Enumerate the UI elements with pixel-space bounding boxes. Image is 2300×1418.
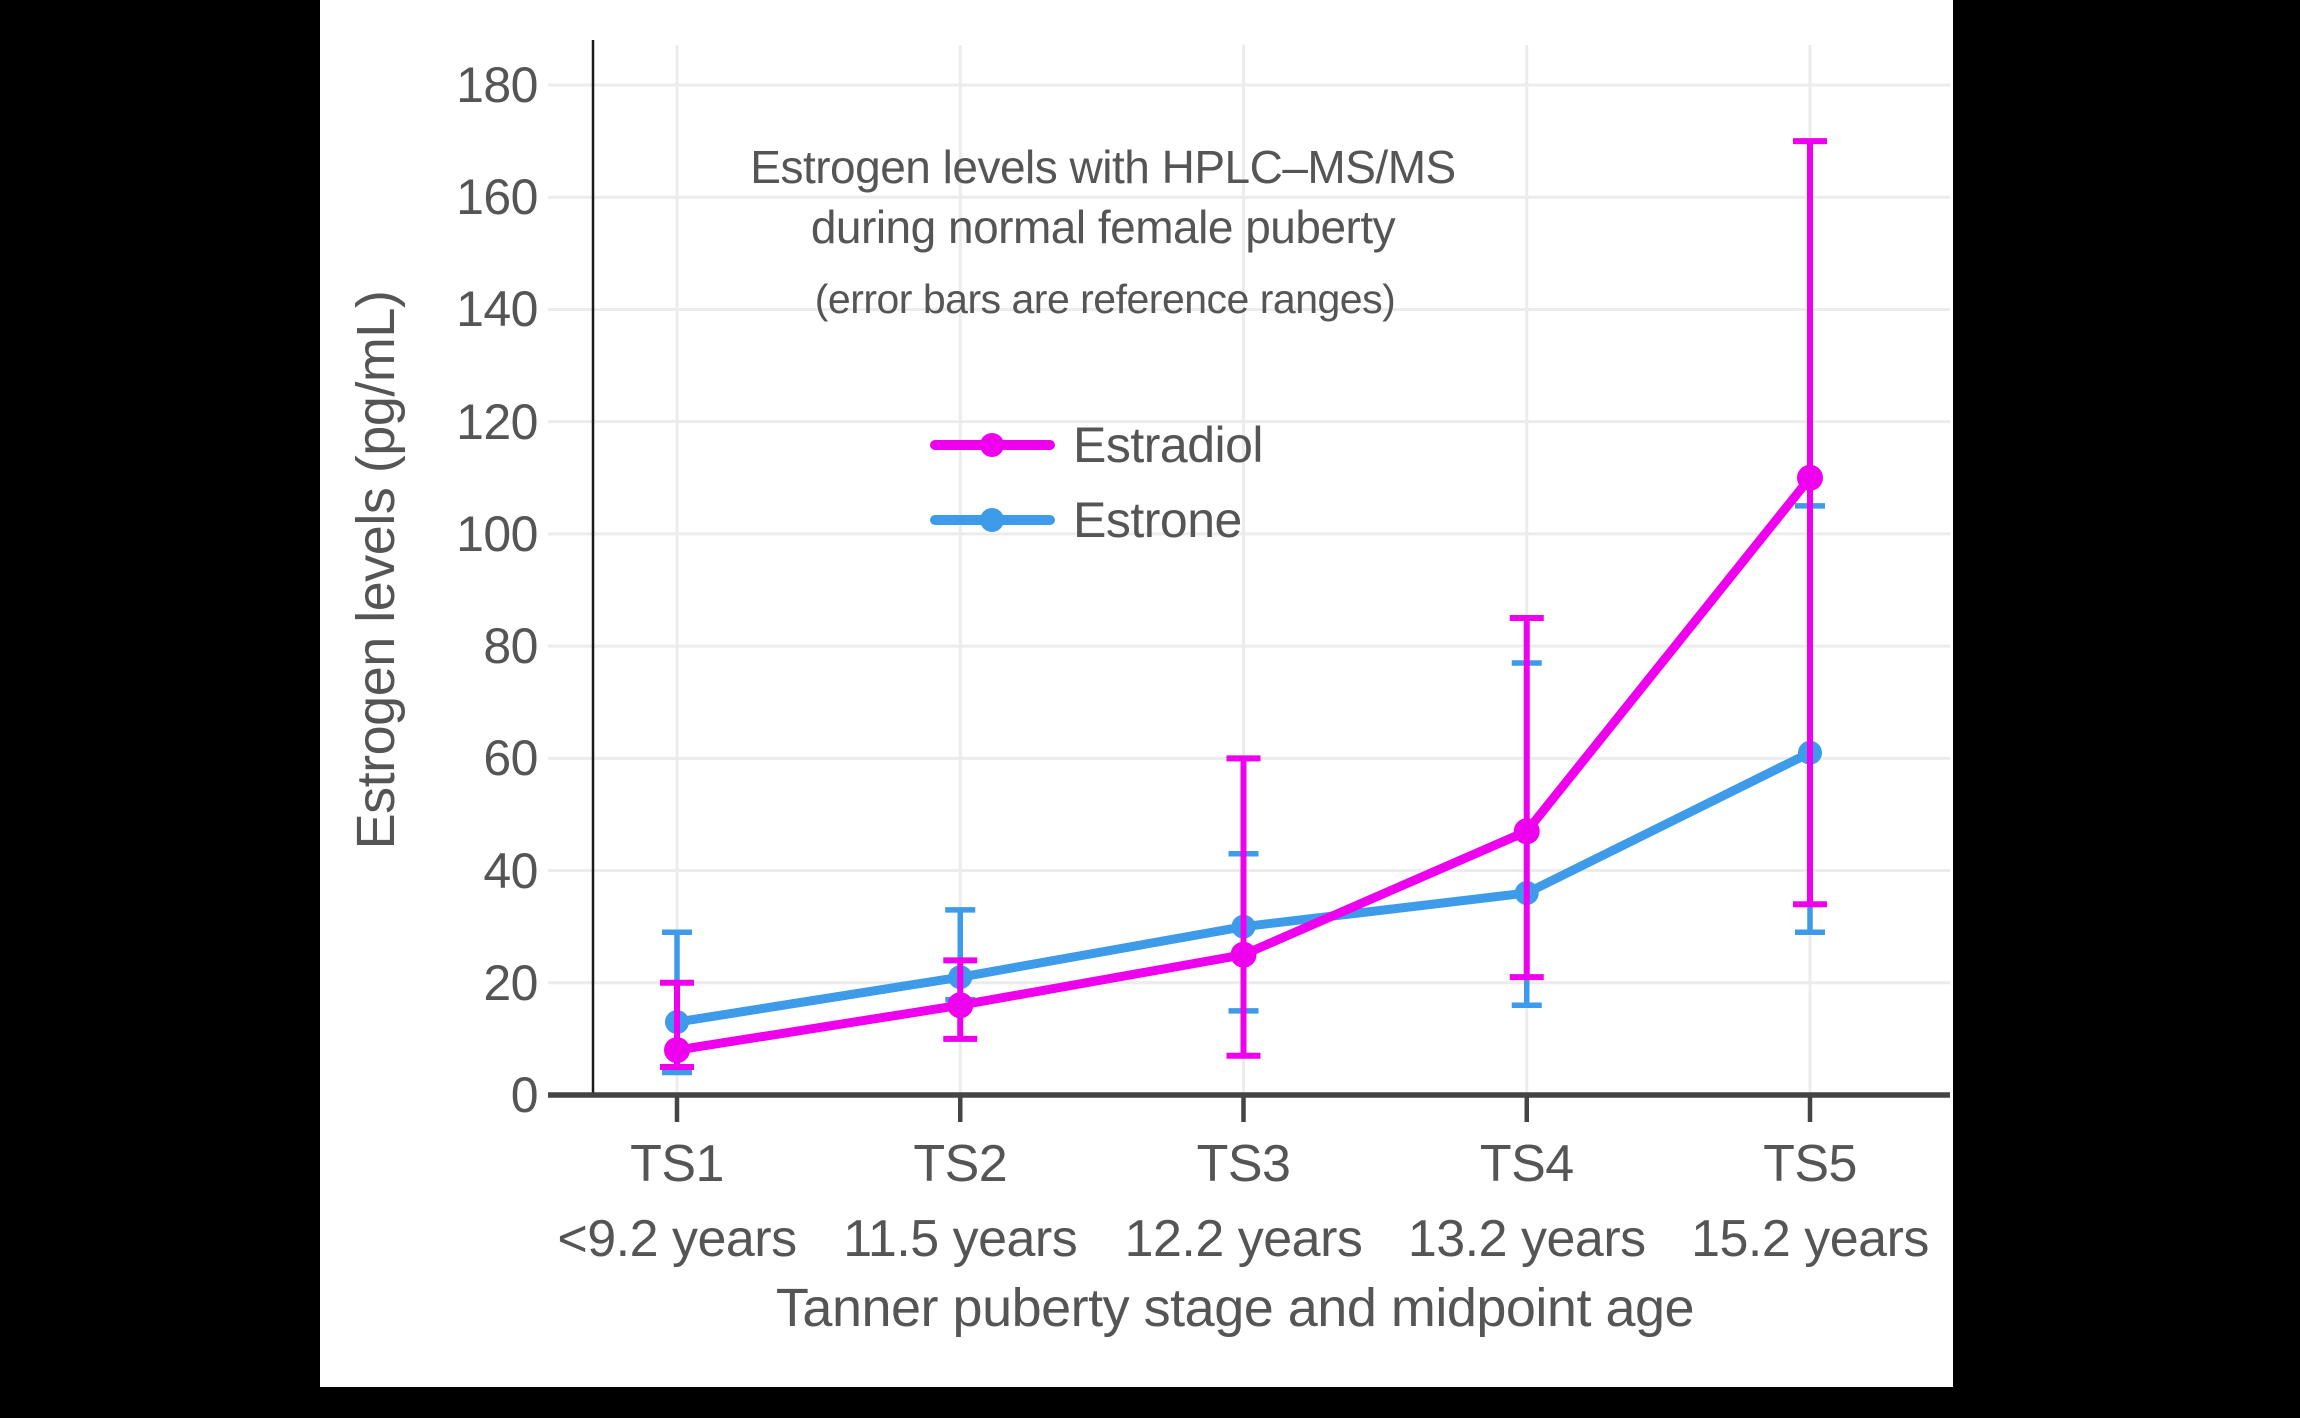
x-age-label-TS4: 13.2 years xyxy=(1407,1210,1646,1268)
x-age-label-TS5: 15.2 years xyxy=(1691,1210,1929,1268)
x-tick-label-TS2: TS2 xyxy=(913,1135,1008,1193)
x-age-label-TS1: <9.2 years xyxy=(557,1210,797,1268)
x-tick-label-TS1: TS1 xyxy=(630,1135,724,1193)
y-tick-label-20: 20 xyxy=(483,954,538,1011)
x-tick-label-TS3: TS3 xyxy=(1196,1135,1291,1193)
x-age-label-TS2: 11.5 years xyxy=(843,1210,1078,1268)
y-tick-label-120: 120 xyxy=(456,393,538,450)
chart-title-line2: during normal female puberty xyxy=(810,201,1396,253)
y-tick-label-100: 100 xyxy=(456,505,538,562)
x-axis-title: Tanner puberty stage and midpoint age xyxy=(775,1278,1695,1338)
line-chart-plot xyxy=(548,40,1950,1122)
legend-label-estrone: Estrone xyxy=(1073,492,1242,548)
chart-canvas: Estrogen levels with HPLC–MS/MS during n… xyxy=(320,0,1953,1387)
y-tick-label-80: 80 xyxy=(483,618,538,675)
x-tick-label-TS5: TS5 xyxy=(1763,1135,1857,1193)
y-tick-label-60: 60 xyxy=(483,730,538,787)
y-tick-label-0: 0 xyxy=(510,1067,539,1123)
x-age-label-TS3: 12.2 years xyxy=(1124,1210,1363,1268)
x-tick-label-TS4: TS4 xyxy=(1479,1135,1574,1193)
y-tick-label-160: 160 xyxy=(456,169,538,226)
chart-title-line1: Estrogen levels with HPLC–MS/MS xyxy=(750,141,1456,193)
y-tick-label-40: 40 xyxy=(483,842,538,899)
y-tick-label-140: 140 xyxy=(456,281,538,338)
y-tick-label-180: 180 xyxy=(456,57,538,113)
legend-label-estradiol: Estradiol xyxy=(1073,417,1264,473)
chart-subtitle: (error bars are reference ranges) xyxy=(814,276,1396,322)
